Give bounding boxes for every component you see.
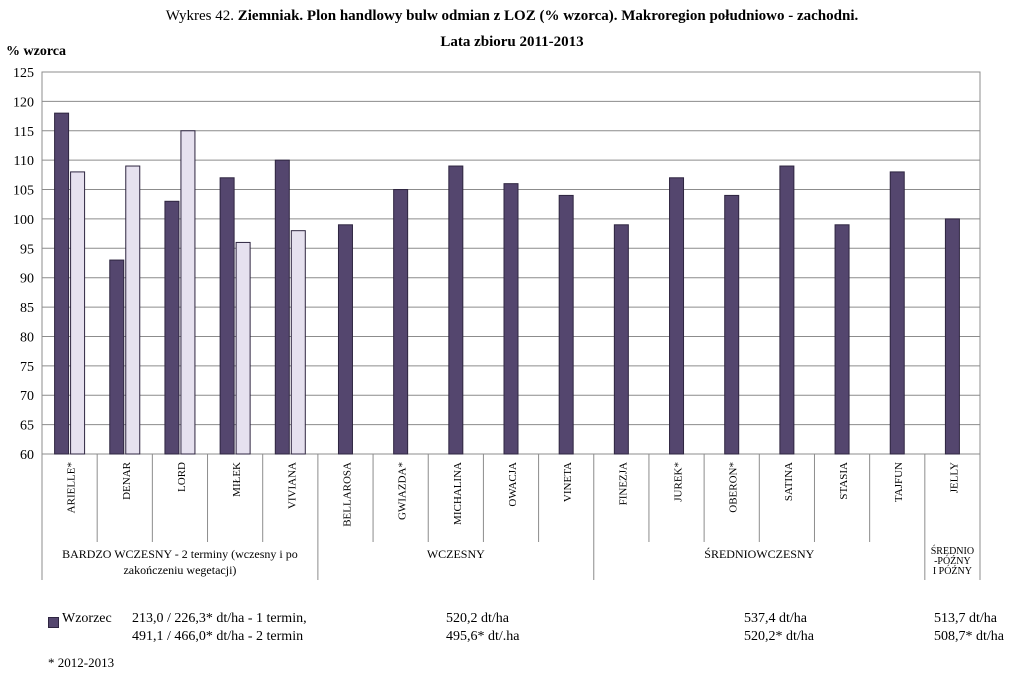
bar-series2-4 [290, 230, 306, 455]
category-label: MIŁEK [231, 462, 243, 497]
chart-title-main: Ziemniak. Plon handlowy bulw odmian z LO… [237, 8, 859, 24]
category-label: OBERON* [728, 462, 740, 513]
bar-series1-10 [613, 224, 629, 455]
y-tick-label: 60 [20, 448, 34, 463]
chart-title-line2: Lata zbioru 2011-2013 [440, 34, 584, 50]
legend-swatch-wzorzec [48, 617, 59, 628]
footnote: * 2012-2013 [48, 655, 115, 670]
bar-series2-2 [180, 130, 196, 455]
group-label: ŚREDNIOWCZESNY [704, 547, 814, 561]
category-label: SATINA [783, 462, 795, 501]
bar-series1-14 [834, 224, 850, 455]
legend-group1-line1: 213,0 / 226,3* dt/ha - 1 termin, [132, 611, 307, 626]
y-tick-label: 105 [13, 184, 34, 199]
y-tick-label: 100 [13, 213, 34, 228]
y-tick-label: 125 [13, 66, 34, 81]
legend-group3-line1: 537,4 dt/ha [744, 611, 807, 626]
category-label: DENAR [121, 461, 133, 500]
category-label: VINETA [562, 462, 574, 502]
bar-series1-15 [889, 171, 905, 455]
bar-series1-7 [448, 165, 464, 455]
category-label: OWACJA [507, 462, 519, 507]
bar-series1-2 [164, 200, 180, 455]
bar-series1-6 [393, 189, 409, 455]
bar-series1-8 [503, 183, 519, 455]
legend-group2-line2: 495,6* dt/.ha [446, 629, 520, 644]
category-label: TAJFUN [893, 462, 905, 502]
legend-group4-line1: 513,7 dt/ha [934, 611, 997, 626]
bar-series2-0 [70, 171, 86, 455]
bar-series1-1 [109, 259, 125, 455]
bar-series1-3 [219, 177, 235, 455]
category-label: FINEZJA [617, 462, 629, 505]
bar-series1-0 [54, 112, 70, 455]
y-tick-label: 120 [13, 95, 34, 110]
y-tick-label: 75 [20, 360, 34, 375]
bar-series1-13 [779, 165, 795, 455]
legend-group4-line2: 508,7* dt/ha [934, 629, 1004, 644]
category-label: GWIAZDA* [397, 462, 409, 520]
chart-title-line1: Wykres 42. Ziemniak. Plon handlowy bulw … [0, 8, 1024, 25]
y-tick-label: 110 [14, 154, 34, 169]
chart-title-prefix: Wykres 42. [165, 8, 234, 24]
legend-name: Wzorzec [62, 611, 112, 626]
y-tick-label: 90 [20, 272, 34, 287]
category-label: STASIA [838, 462, 850, 500]
category-label: MICHALINA [452, 462, 464, 525]
category-label: JUREK* [673, 462, 685, 502]
legend-group2-line1: 520,2 dt/ha [446, 611, 509, 626]
legend-group3-line2: 520,2* dt/ha [744, 629, 814, 644]
y-tick-label: 65 [20, 419, 34, 434]
category-label: VIVIANA [286, 462, 298, 509]
legend-group1-line2: 491,1 / 466,0* dt/ha - 2 termin [132, 629, 304, 644]
group-label: WCZESNY [427, 547, 485, 561]
bar-series1-9 [558, 194, 574, 455]
bar-series1-4 [274, 159, 290, 455]
y-tick-label: 70 [20, 389, 34, 404]
bar-series1-16 [944, 218, 960, 455]
category-label: BELLAROSA [341, 462, 353, 527]
category-label: ARIELLE* [66, 462, 78, 513]
bar-series2-3 [235, 241, 251, 455]
bar-series1-5 [337, 224, 353, 455]
group-label: zakończeniu wegetacji) [123, 563, 236, 577]
group-label: -PÓŹNY [934, 555, 971, 567]
bar-series1-11 [669, 177, 685, 455]
y-tick-label: 95 [20, 242, 34, 257]
category-label: LORD [176, 462, 188, 492]
y-tick-label: 80 [20, 330, 34, 345]
group-label: BARDZO WCZESNY - 2 terminy (wczesny i po [62, 547, 298, 561]
bar-series1-12 [724, 194, 740, 455]
y-tick-label: 85 [20, 301, 34, 316]
category-label: JELLY [948, 462, 960, 493]
group-label: I PÓŹNY [933, 565, 972, 577]
group-label: ŚREDNIO [931, 545, 974, 557]
y-tick-label: 115 [14, 125, 34, 140]
y-axis-label: % wzorca [6, 44, 66, 59]
bar-series2-1 [125, 165, 141, 455]
